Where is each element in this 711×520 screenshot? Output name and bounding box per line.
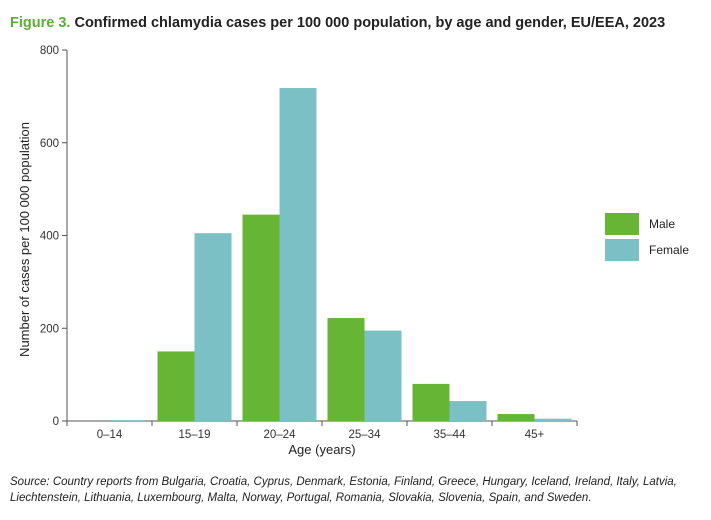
legend-swatch-female [605,239,639,261]
bar-female-1 [194,233,232,421]
legend-item-male: Male [605,212,689,236]
x-tick-label: 20–24 [264,429,297,441]
bar-female-4 [449,401,487,421]
chart-title: Figure 3. Confirmed chlamydia cases per … [10,15,665,31]
figure-title: Confirmed chlamydia cases per 100 000 po… [74,15,666,31]
y-tick-label: 600 [40,138,59,150]
legend-item-female: Female [605,238,689,262]
bar-chart: 0 200 400 600 800 0–14 15–19 20–24 25–34 35–44 45+… [17,45,578,457]
legend-swatch-male [605,213,639,235]
bar-male-3 [327,318,365,421]
bar-female-3 [364,330,402,421]
source-note: Source: Country reports from Bulgaria, C… [10,476,677,504]
x-tick-label: 0–14 [97,429,123,441]
bar-male-2 [242,214,280,421]
x-tick-label: 35–44 [434,429,467,441]
chart-legend: Male Female [605,212,689,264]
x-axis-title: Age (years) [288,442,355,457]
y-tick-label: 0 [53,416,59,428]
y-tick-label: 200 [40,323,59,335]
bar-male-4 [412,383,450,421]
y-tick-label: 400 [40,231,59,243]
x-tick-label: 45+ [525,429,545,441]
bar-male-5 [497,414,535,421]
legend-label-male: Male [649,217,676,231]
bar-male-1 [157,351,195,421]
y-tick-label: 800 [40,45,59,57]
bar-female-5 [534,418,572,421]
figure-number: Figure 3. [10,15,71,31]
x-tick-label: 25–34 [349,429,382,441]
bar-female-0 [109,420,147,421]
y-axis-title: Number of cases per 100 000 population [17,122,32,357]
legend-label-female: Female [649,243,690,257]
x-tick-label: 15–19 [179,429,211,441]
bar-female-2 [279,88,317,421]
